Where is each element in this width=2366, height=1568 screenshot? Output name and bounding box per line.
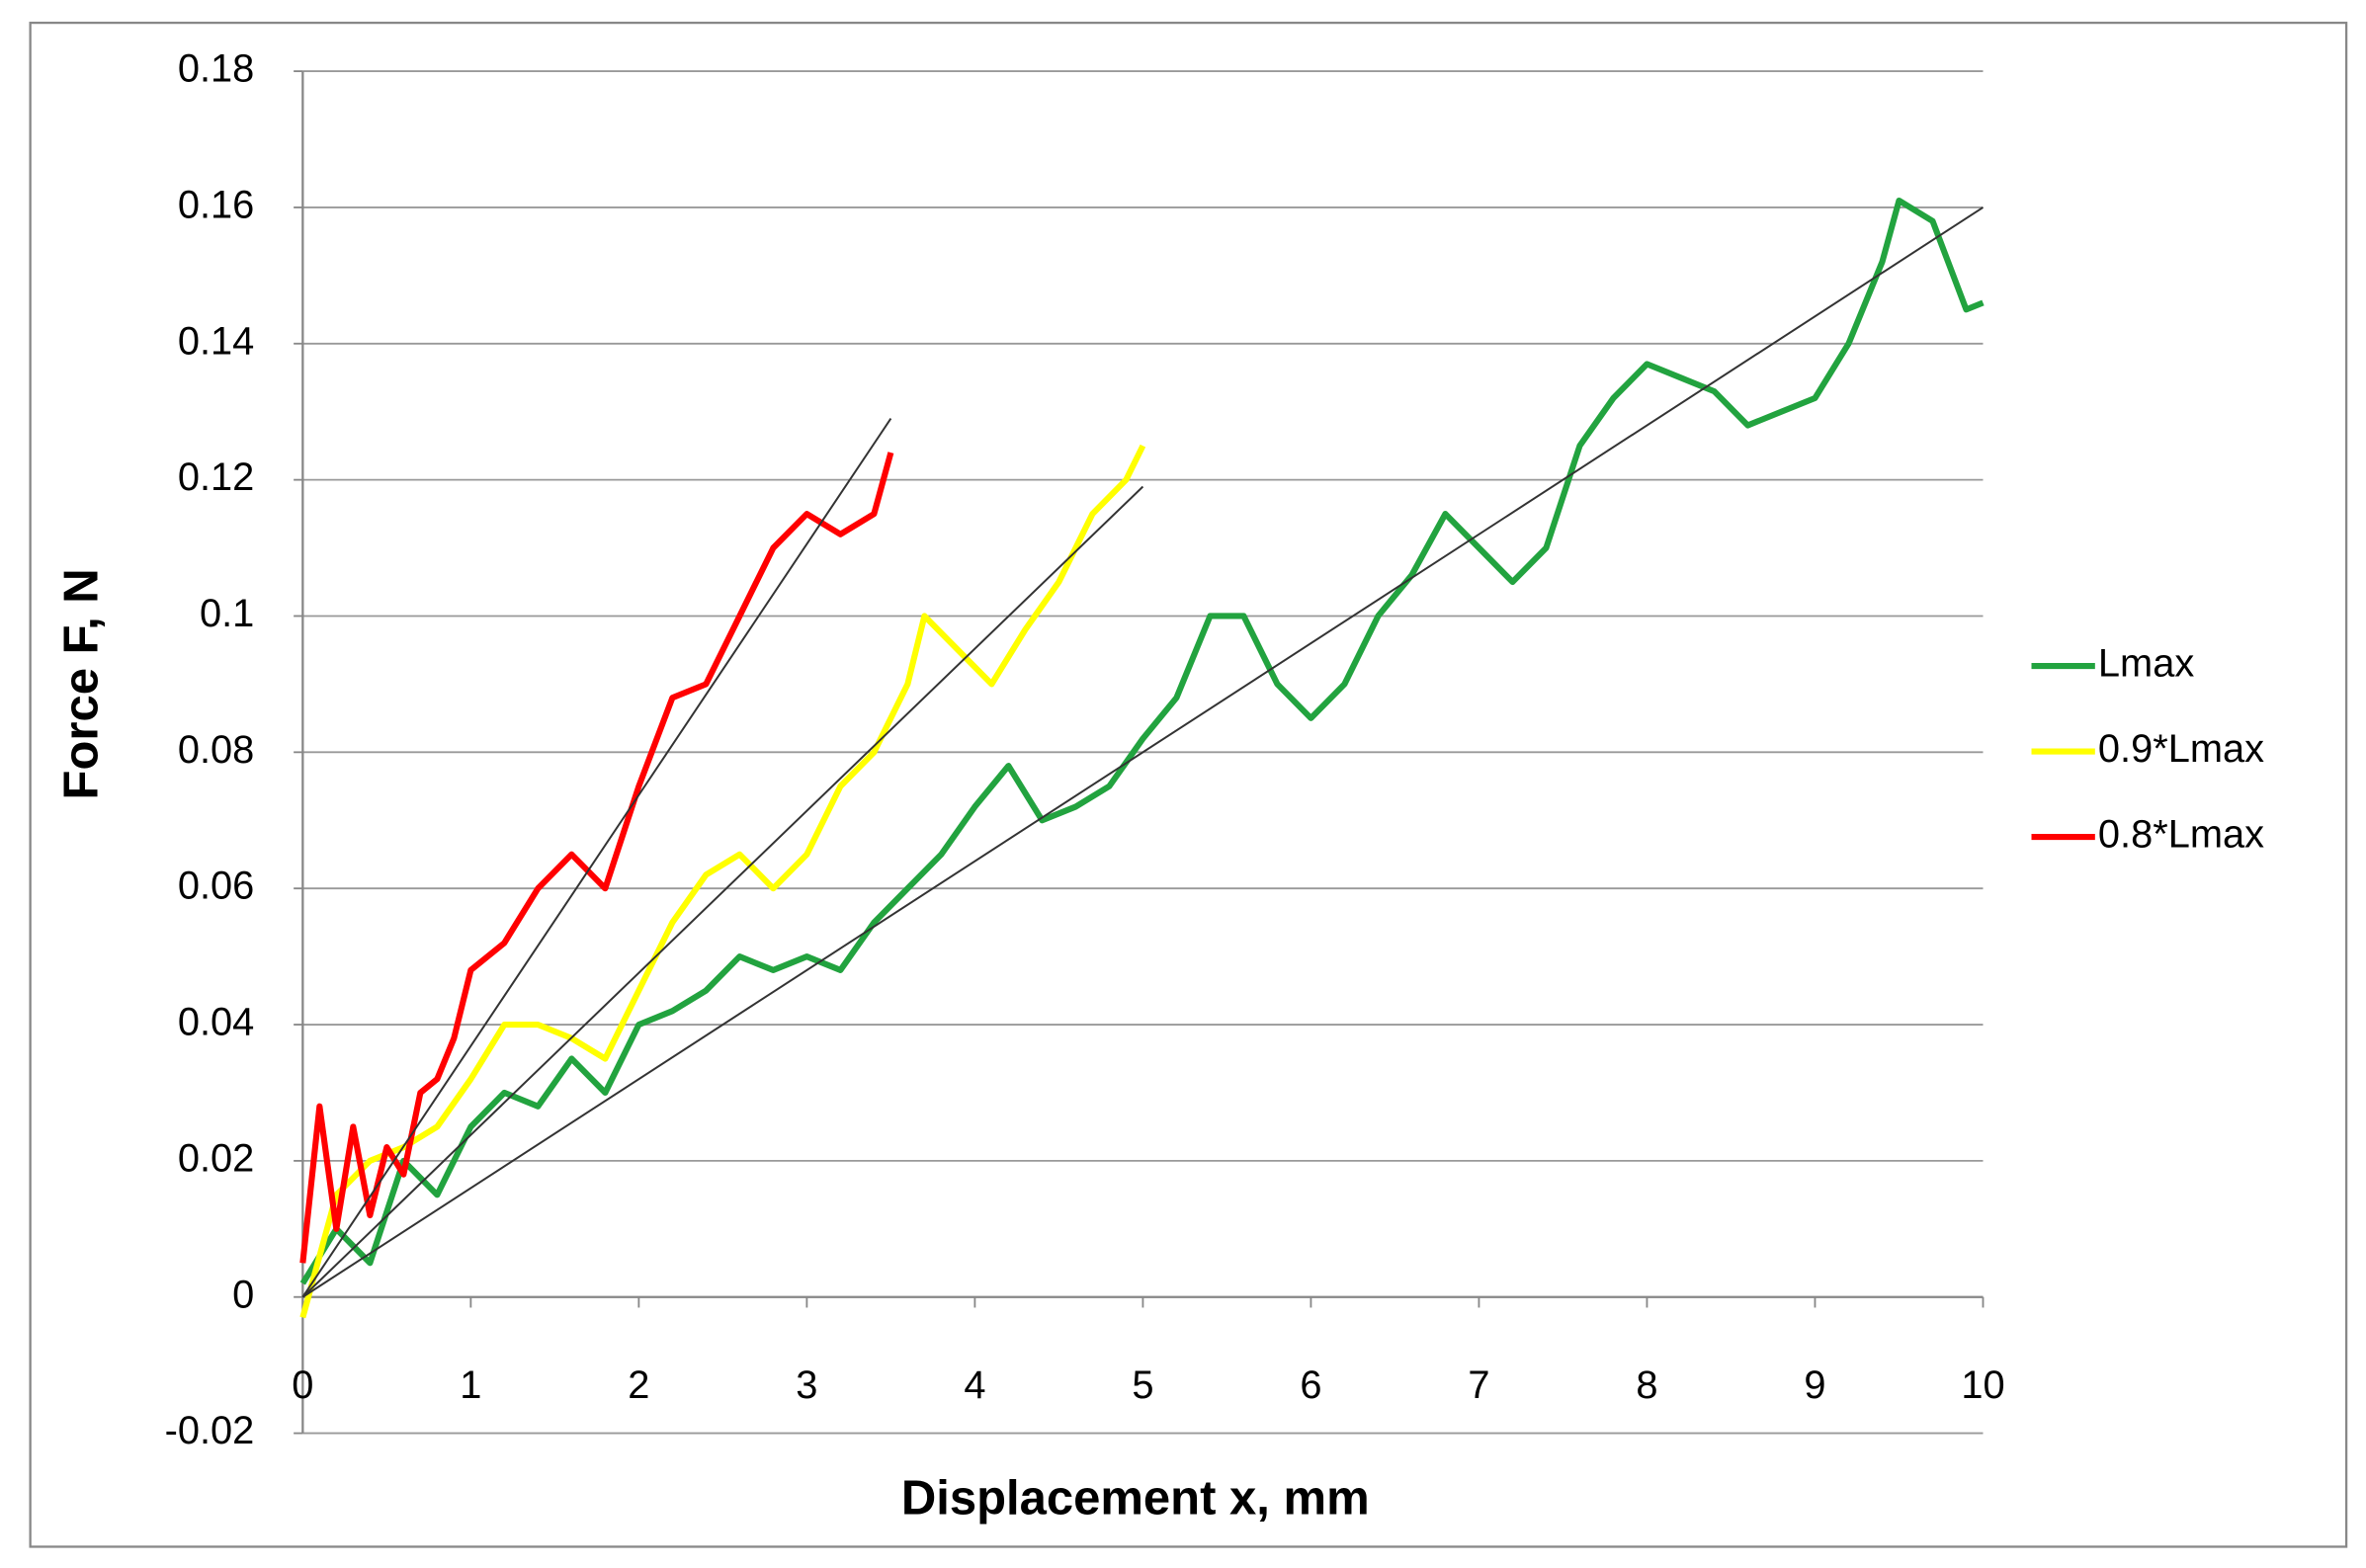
data-line	[299, 197, 1985, 1285]
trend-line	[301, 485, 1144, 1298]
y-tick-label: 0.06	[178, 865, 255, 908]
legend-label: 0.8*Lmax	[2098, 813, 2264, 857]
legend-label: Lmax	[2098, 642, 2194, 686]
x-tick-label: 6	[1300, 1363, 1321, 1407]
y-tick-label: 0.18	[178, 47, 255, 91]
y-tick-label: 0.1	[200, 592, 254, 635]
data-line	[299, 444, 1146, 1319]
y-axis-title: Force F, N	[55, 568, 109, 799]
y-tick-label: 0.12	[178, 455, 255, 499]
y-tick-label: 0.02	[178, 1136, 255, 1180]
x-tick-label: 9	[1804, 1363, 1825, 1407]
y-tick-label: 0.08	[178, 728, 255, 772]
chart-border	[29, 21, 2348, 1548]
x-tick-label: 3	[796, 1363, 817, 1407]
y-tick-label: 0.14	[178, 319, 255, 363]
x-tick-label: 0	[292, 1363, 313, 1407]
x-tick-label: 4	[964, 1363, 985, 1407]
x-tick-label: 8	[1636, 1363, 1657, 1407]
y-tick-label: -0.02	[165, 1409, 255, 1452]
x-axis-title: Displacement x, mm	[901, 1471, 1370, 1525]
trend-line	[301, 206, 1985, 1298]
x-tick-label: 1	[460, 1363, 481, 1407]
x-tick-label: 2	[628, 1363, 649, 1407]
x-tick-label: 5	[1132, 1363, 1153, 1407]
x-tick-label: 7	[1468, 1363, 1489, 1407]
legend-label: 0.9*Lmax	[2098, 727, 2264, 771]
x-tick-label: 10	[1961, 1363, 2004, 1407]
trend-line	[301, 418, 892, 1298]
y-tick-label: 0.16	[178, 183, 255, 226]
y-tick-label: 0.04	[178, 1001, 255, 1044]
y-tick-label: 0	[232, 1273, 254, 1316]
